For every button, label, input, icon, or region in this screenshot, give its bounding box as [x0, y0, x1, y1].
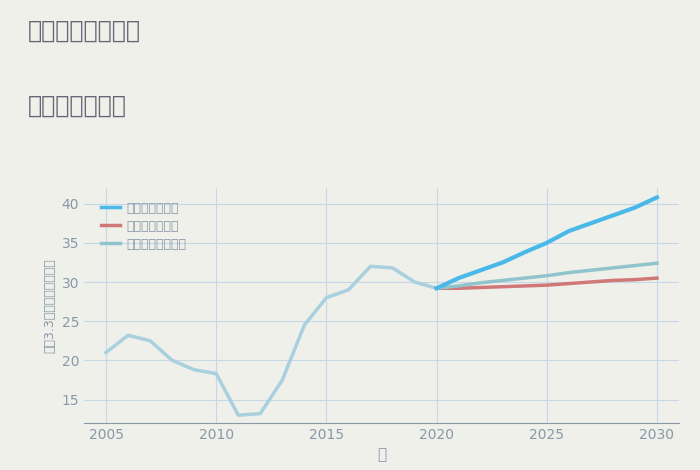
Y-axis label: 坪（3.3㎡）単価（万円）: 坪（3.3㎡）単価（万円） — [43, 258, 56, 353]
Text: 土地の価格推移: 土地の価格推移 — [28, 94, 127, 118]
Legend: グッドシナリオ, バッドシナリオ, ノーマルシナリオ: グッドシナリオ, バッドシナリオ, ノーマルシナリオ — [96, 196, 191, 256]
Text: 千葉県柏市高柳の: 千葉県柏市高柳の — [28, 19, 141, 43]
X-axis label: 年: 年 — [377, 447, 386, 462]
